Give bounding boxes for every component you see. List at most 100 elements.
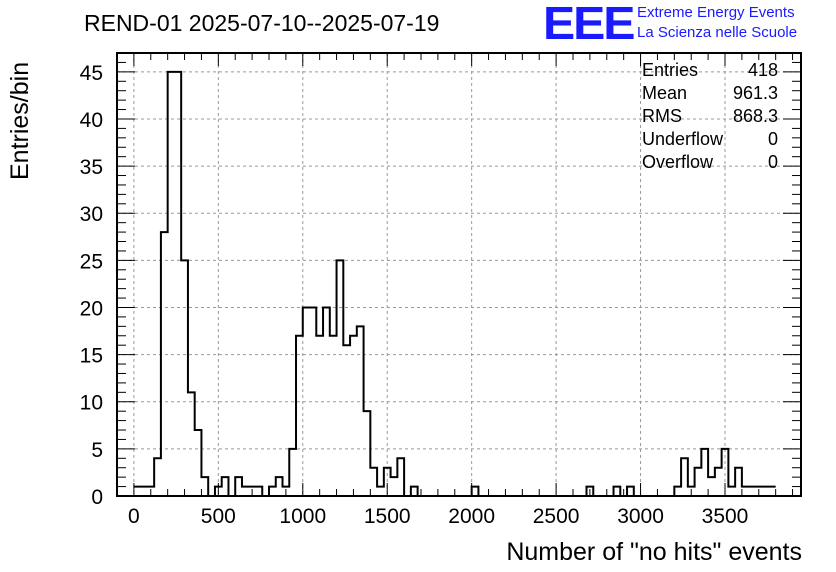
histogram-bin — [134, 487, 141, 496]
histogram-bin — [681, 458, 688, 496]
logo-line-2: La Scienza nelle Scuole — [637, 24, 798, 41]
histogram-bin — [269, 487, 276, 496]
y-tick-label: 10 — [80, 392, 103, 415]
histogram-bin — [141, 487, 148, 496]
histogram-bin — [235, 477, 242, 496]
histogram-bin — [749, 487, 756, 496]
histogram-bin — [330, 336, 337, 496]
histogram-bin — [283, 487, 290, 496]
histogram-bin — [350, 336, 357, 496]
histogram-bin — [688, 487, 695, 496]
y-axis-label: Entries/bin — [6, 61, 34, 180]
stats-box: Entries 418 Mean 961.3 RMS 868.3 Underfl… — [642, 60, 778, 175]
stats-value: 418 — [747, 60, 778, 80]
y-tick-label: 5 — [91, 439, 103, 462]
histogram-bin — [411, 487, 418, 496]
histogram-bin — [708, 477, 715, 496]
histogram-bin — [762, 487, 769, 496]
logo-mark: EEE — [543, 0, 635, 49]
histogram-bin — [289, 449, 296, 496]
tick-labels: 0 500 1000 1500 2000 2500 3000 3500 0 5 10 15 20 25 30… — [80, 62, 749, 528]
histogram-bin — [769, 487, 776, 496]
x-tick-label: 1500 — [364, 505, 411, 528]
histogram-bin — [181, 260, 188, 496]
histogram-bin — [695, 468, 702, 496]
histogram-bin — [627, 487, 634, 496]
y-tick-label: 15 — [80, 345, 103, 368]
stats-label: RMS — [642, 106, 682, 126]
histogram-bin — [735, 468, 742, 496]
histogram-bin — [472, 487, 479, 496]
histogram-bin — [357, 326, 364, 496]
histogram-bin — [701, 449, 708, 496]
stats-row-underflow: Underflow 0 — [642, 129, 778, 152]
histogram-bin — [614, 487, 621, 496]
histogram-bin — [391, 477, 398, 496]
histogram-bin — [188, 392, 195, 496]
histogram-bin — [154, 458, 161, 496]
histogram-bin — [364, 411, 371, 496]
histogram-bin — [215, 487, 222, 496]
histogram-bin — [296, 336, 303, 496]
histogram-bin — [195, 430, 202, 496]
histogram-bin — [722, 449, 729, 496]
stats-value: 868.3 — [732, 106, 778, 126]
histogram-bin — [715, 468, 722, 496]
stats-row-entries: Entries 418 — [642, 60, 778, 83]
histogram-bin — [161, 232, 168, 496]
histogram-bin — [310, 307, 317, 496]
histogram-bin — [377, 487, 384, 496]
histogram-bin — [674, 487, 681, 496]
stats-row-rms: RMS 868.3 — [642, 106, 778, 129]
histogram-bin — [742, 487, 749, 496]
stats-row-mean: Mean 961.3 — [642, 83, 778, 106]
stats-value: 961.3 — [732, 83, 778, 103]
histogram-bin — [755, 487, 762, 496]
x-tick-label: 0 — [128, 505, 140, 528]
histogram-bin — [168, 72, 175, 496]
histogram-bin — [249, 487, 256, 496]
x-tick-label: 500 — [201, 505, 236, 528]
axis-ticks — [116, 53, 801, 497]
stats-value: 0 — [767, 129, 778, 149]
histogram-bin — [728, 487, 735, 496]
histogram-bin — [201, 477, 208, 496]
histogram-bin — [397, 458, 404, 496]
y-tick-label: 0 — [91, 486, 103, 509]
histogram-bin — [337, 260, 344, 496]
x-tick-label: 2000 — [448, 505, 495, 528]
histogram-bin — [370, 468, 377, 496]
stats-label: Mean — [642, 83, 688, 103]
x-axis-label: Number of "no hits" events — [506, 538, 802, 566]
stats-label: Entries — [642, 60, 699, 80]
histogram-bin — [276, 477, 283, 496]
histogram-bin — [303, 307, 310, 496]
stats-row-overflow: Overflow 0 — [642, 152, 778, 175]
histogram-bin — [316, 336, 323, 496]
stats-value: 0 — [767, 152, 778, 172]
histogram-bin — [587, 487, 594, 496]
y-tick-label: 30 — [80, 203, 103, 226]
histogram-bin — [343, 345, 350, 496]
x-tick-label: 2500 — [533, 505, 580, 528]
histogram-bin — [222, 477, 229, 496]
x-tick-label: 3000 — [617, 505, 664, 528]
histogram-bin — [323, 307, 330, 496]
y-tick-label: 25 — [80, 250, 103, 273]
y-tick-label: 40 — [80, 109, 103, 132]
x-tick-label: 1000 — [279, 505, 326, 528]
plot-frame — [116, 52, 802, 497]
y-tick-label: 35 — [80, 156, 103, 179]
stats-label: Underflow — [642, 129, 724, 149]
histogram-bin — [242, 487, 249, 496]
chart-title: REND-01 2025-07-10--2025-07-19 — [84, 10, 440, 36]
stats-label: Overflow — [642, 152, 714, 172]
y-tick-label: 20 — [80, 297, 103, 320]
logo-line-1: Extreme Energy Events — [637, 4, 795, 21]
x-tick-label: 3500 — [702, 505, 749, 528]
histogram-bin — [147, 487, 154, 496]
histogram-bin — [384, 468, 391, 496]
histogram-bin — [255, 487, 262, 496]
y-tick-label: 45 — [80, 62, 103, 85]
